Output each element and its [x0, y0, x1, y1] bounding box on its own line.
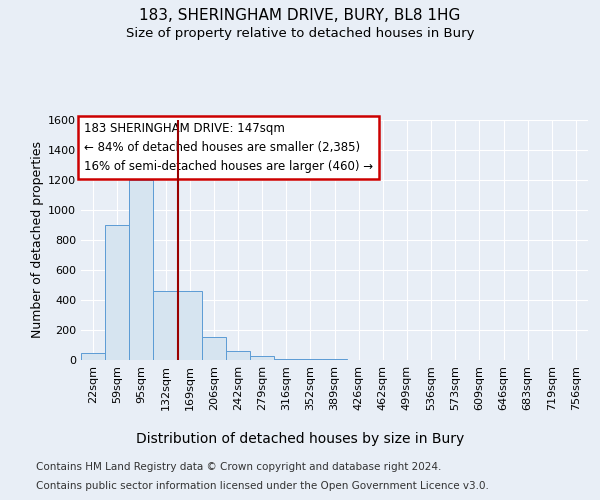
- Text: 183, SHERINGHAM DRIVE, BURY, BL8 1HG: 183, SHERINGHAM DRIVE, BURY, BL8 1HG: [139, 8, 461, 22]
- Text: 183 SHERINGHAM DRIVE: 147sqm
← 84% of detached houses are smaller (2,385)
16% of: 183 SHERINGHAM DRIVE: 147sqm ← 84% of de…: [83, 122, 373, 174]
- Bar: [202, 337, 226, 360]
- Bar: [105, 225, 129, 360]
- Text: Contains public sector information licensed under the Open Government Licence v3: Contains public sector information licen…: [36, 481, 489, 491]
- Text: Contains HM Land Registry data © Crown copyright and database right 2024.: Contains HM Land Registry data © Crown c…: [36, 462, 442, 472]
- Bar: [129, 180, 154, 360]
- Text: Size of property relative to detached houses in Bury: Size of property relative to detached ho…: [126, 28, 474, 40]
- Bar: [322, 358, 347, 360]
- Bar: [178, 291, 202, 360]
- Bar: [250, 356, 274, 360]
- Bar: [81, 352, 105, 360]
- Text: Distribution of detached houses by size in Bury: Distribution of detached houses by size …: [136, 432, 464, 446]
- Y-axis label: Number of detached properties: Number of detached properties: [31, 142, 44, 338]
- Bar: [298, 359, 322, 360]
- Bar: [226, 351, 250, 360]
- Bar: [154, 291, 178, 360]
- Bar: [274, 358, 298, 360]
